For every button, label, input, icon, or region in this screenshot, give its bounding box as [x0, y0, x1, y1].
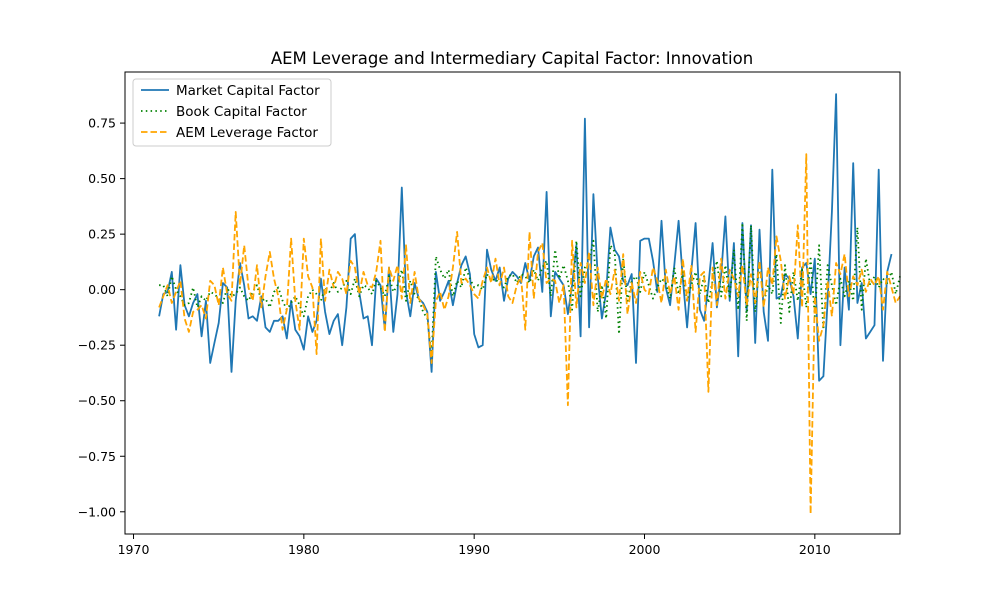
legend-label-book-capital-factor: Book Capital Factor [176, 104, 307, 120]
x-tick-label: 2010 [799, 542, 831, 557]
legend-label-aem-leverage-factor: AEM Leverage Factor [176, 125, 318, 141]
x-axis: 1970 1980 1990 2000 2010 [118, 534, 831, 557]
series-line-book-capital-factor [159, 222, 901, 358]
x-tick-label: 1990 [458, 542, 490, 557]
chart-title: AEM Leverage and Intermediary Capital Fa… [271, 49, 753, 68]
y-tick-label: −1.00 [78, 504, 116, 519]
series-line-aem-leverage-factor [158, 153, 901, 515]
legend: Market Capital Factor Book Capital Facto… [132, 78, 332, 147]
legend-label-market-capital-factor: Market Capital Factor [176, 83, 320, 99]
y-axis: −1.00 −0.75 −0.50 −0.25 0.00 0.25 0.50 0.75 [78, 116, 125, 519]
y-tick-label: 0.25 [88, 227, 116, 242]
y-tick-label: 0.00 [88, 282, 116, 297]
y-tick-label: −0.75 [78, 449, 116, 464]
x-tick-label: 1980 [288, 542, 320, 557]
x-tick-label: 2000 [629, 542, 661, 557]
y-tick-label: −0.50 [78, 393, 116, 408]
y-tick-label: 0.75 [88, 116, 116, 131]
y-tick-label: −0.25 [78, 338, 116, 353]
y-tick-label: 0.50 [88, 171, 116, 186]
plot-frame [124, 71, 901, 535]
legend-box [132, 78, 332, 147]
legend-item-market-capital-factor: Market Capital Factor [141, 83, 320, 99]
legend-item-book-capital-factor: Book Capital Factor [141, 104, 307, 120]
x-tick-label: 1970 [118, 542, 150, 557]
series-layer [158, 93, 901, 515]
legend-item-aem-leverage-factor: AEM Leverage Factor [141, 125, 318, 141]
